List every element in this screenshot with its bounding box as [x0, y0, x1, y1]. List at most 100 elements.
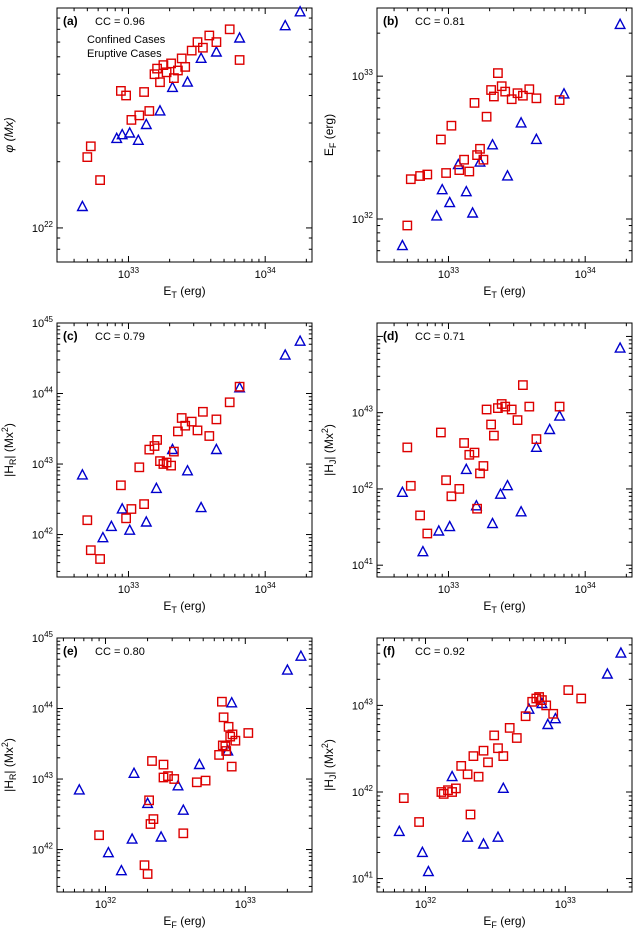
data-point-eruptive [506, 94, 517, 105]
y-axis-title: EF (erg) [322, 114, 338, 156]
data-point-confined [460, 462, 473, 475]
data-point-confined [470, 499, 483, 511]
data-point-eruptive [481, 111, 492, 122]
data-point-eruptive [563, 685, 574, 696]
cc-label: CC = 0.80 [95, 646, 145, 658]
x-tick-label: 1032 [95, 896, 117, 911]
data-point-eruptive [454, 165, 465, 175]
data-point-eruptive [435, 427, 446, 438]
data-point-confined [515, 505, 528, 517]
data-point-confined [181, 75, 194, 87]
data-point-eruptive [243, 728, 254, 738]
y-tick-label: 1032 [352, 211, 374, 226]
data-point-eruptive [456, 760, 467, 771]
data-point-confined [294, 334, 307, 346]
data-point-eruptive [415, 510, 426, 521]
data-point-eruptive [486, 419, 496, 430]
panel-letter: (a) [63, 14, 78, 28]
data-point-eruptive [85, 545, 96, 556]
data-point-confined [126, 832, 139, 844]
data-point-eruptive [186, 45, 197, 56]
data-point-eruptive [422, 169, 433, 180]
x-axis-title: EF (erg) [483, 914, 525, 930]
data-point-eruptive [168, 446, 179, 457]
data-point-confined [116, 502, 129, 514]
panel-a: 1033 1034 1022 ET (erg) φ (Mx) (a) CC = 0.96 Co… [0, 0, 320, 315]
data-point-confined [279, 19, 292, 31]
data-point-eruptive [144, 795, 154, 806]
y-tick-label: 1045 [32, 630, 54, 645]
y-tick-label: 1043 [352, 697, 374, 712]
data-point-eruptive [441, 475, 452, 486]
y-tick-label: 1044 [32, 701, 54, 716]
data-point-eruptive [211, 414, 222, 425]
scatter-plot-a: 1033 1034 1022 ET (erg) φ (Mx) (a) CC = 0.96 Co… [2, 5, 313, 300]
data-point-eruptive [85, 141, 96, 152]
data-point-eruptive [227, 729, 238, 740]
data-point-eruptive [541, 700, 552, 711]
data-point-eruptive [115, 480, 126, 491]
plot-frame [376, 322, 633, 578]
cc-label: CC = 0.96 [95, 16, 145, 28]
series-eruptive [82, 381, 245, 564]
x-axis-title: ET (erg) [163, 284, 205, 300]
y-tick-label: 1045 [32, 315, 54, 330]
data-point-eruptive [531, 693, 542, 704]
data-point-confined [486, 516, 499, 529]
data-point-eruptive [446, 491, 457, 502]
data-point-eruptive [95, 175, 106, 185]
data-point-eruptive [211, 37, 222, 48]
data-point-confined [102, 846, 115, 858]
panel-letter: (c) [63, 329, 78, 343]
data-point-confined [115, 864, 128, 876]
plot-frame [56, 7, 313, 263]
data-point-eruptive [144, 106, 155, 116]
data-point-confined [195, 51, 208, 63]
data-point-eruptive [478, 461, 489, 471]
data-point-eruptive [149, 69, 160, 80]
data-point-eruptive [142, 869, 153, 879]
data-point-confined [166, 80, 179, 93]
data-point-eruptive [465, 809, 476, 820]
cc-label: CC = 0.79 [95, 331, 145, 343]
data-point-eruptive [524, 401, 535, 412]
x-axis-title: ET (erg) [163, 599, 205, 615]
data-point-eruptive [475, 143, 485, 154]
data-point-confined [446, 769, 459, 782]
data-point-eruptive [405, 174, 416, 185]
data-point-confined [416, 545, 429, 557]
data-point-confined [430, 209, 443, 221]
x-tick-label: 1034 [575, 266, 597, 281]
panel-e: 1032 1033 1042 1043 1044 1045 EF (erg) |HR| (Mx… [0, 630, 320, 945]
data-point-confined [128, 766, 140, 778]
x-tick-label: 1033 [235, 896, 257, 911]
axis-ticks [376, 7, 632, 262]
y-axis-title: φ (Mx) [2, 117, 16, 152]
data-point-eruptive [511, 733, 522, 743]
y-tick-label: 1042 [352, 481, 374, 496]
axis-ticks [376, 323, 632, 578]
data-point-eruptive [472, 503, 482, 514]
data-point-eruptive [488, 91, 499, 102]
data-point-confined [150, 481, 163, 494]
data-point-confined [416, 845, 429, 858]
data-point-eruptive [134, 110, 145, 121]
data-point-eruptive [95, 554, 106, 564]
data-point-confined [195, 500, 208, 513]
data-point-eruptive [158, 759, 169, 770]
data-point-eruptive [520, 711, 531, 722]
data-point-eruptive [139, 499, 149, 509]
axis-ticks [377, 637, 633, 893]
data-point-confined [422, 864, 435, 877]
y-axis-title: |HJ| (Mx2) [320, 739, 338, 791]
data-point-confined [396, 485, 409, 497]
data-point-confined [279, 348, 292, 360]
data-point-eruptive [483, 757, 493, 768]
data-point-eruptive [166, 58, 176, 69]
data-point-eruptive [402, 220, 413, 231]
data-point-eruptive [134, 462, 145, 473]
y-tick-label: 1042 [352, 784, 374, 799]
x-tick-label: 1033 [438, 266, 460, 281]
data-point-confined [73, 783, 86, 795]
data-point-eruptive [192, 37, 203, 48]
